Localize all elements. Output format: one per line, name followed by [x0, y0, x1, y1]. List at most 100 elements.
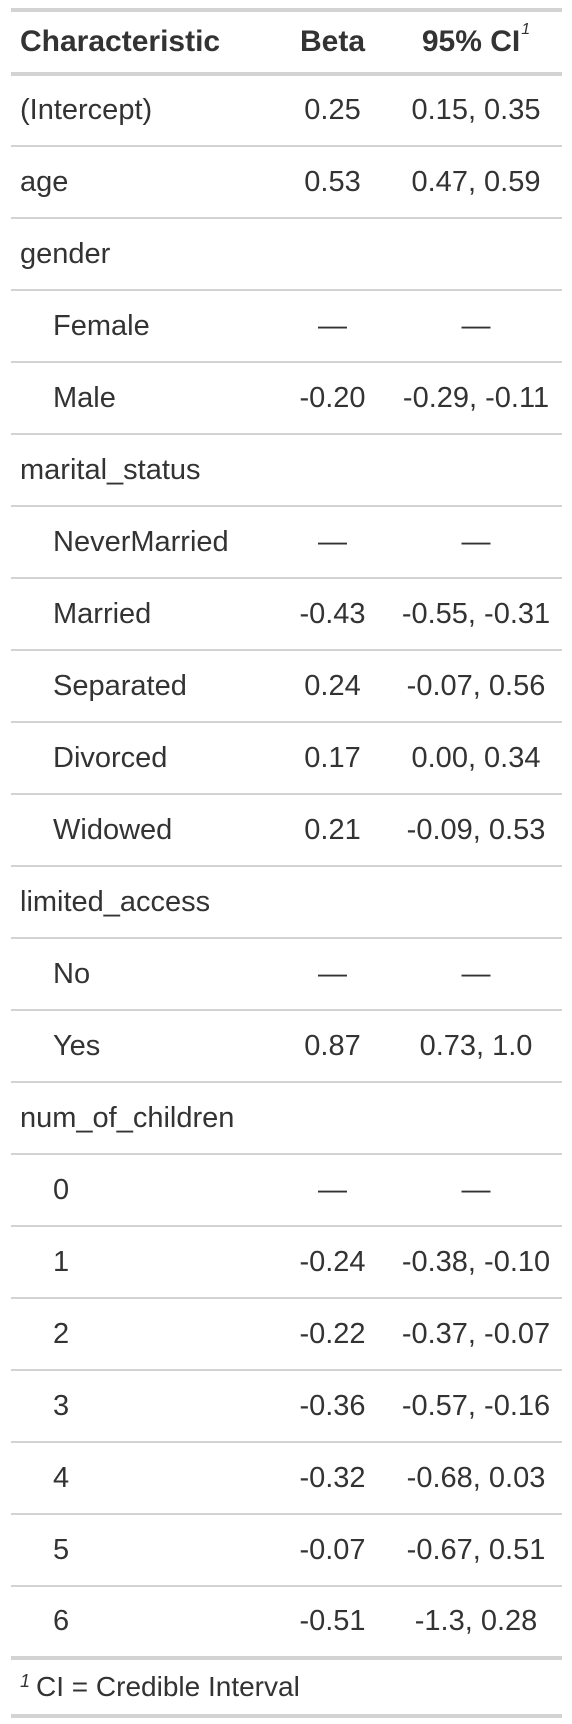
beta-value: -0.22	[299, 1317, 366, 1350]
ci-value: 0.00, 0.34	[411, 741, 541, 774]
level-label: 3	[53, 1389, 70, 1422]
level-label: Female	[53, 309, 150, 342]
level-label: Male	[53, 381, 116, 414]
header-characteristic-label: Characteristic	[20, 25, 221, 58]
header-ci-footnote-mark: 1	[521, 21, 531, 38]
header-beta: Beta	[275, 10, 390, 74]
level-label: Separated	[53, 669, 187, 702]
ci-value: -0.67, 0.51	[406, 1533, 546, 1566]
ci-value	[390, 434, 562, 506]
level-label: 2	[53, 1317, 70, 1350]
table-footnote: 1 CI = Credible Interval	[11, 1660, 562, 1718]
level-label: 4	[53, 1461, 70, 1494]
beta-value: 0.53	[304, 165, 361, 198]
level-label: 6	[53, 1605, 70, 1637]
beta-value: -0.20	[299, 381, 366, 414]
table-row: (Intercept) 0.25 0.15, 0.35	[11, 74, 562, 146]
footnote-mark: 1	[20, 1670, 31, 1691]
ci-value: 0.15, 0.35	[411, 94, 541, 126]
variable-label: marital_status	[20, 453, 201, 486]
level-label: No	[53, 957, 91, 990]
table-row: age 0.53 0.47, 0.59	[11, 146, 562, 218]
header-ci: 95% CI1	[390, 10, 562, 74]
variable-label: num_of_children	[20, 1101, 235, 1134]
beta-value: —	[318, 1173, 347, 1206]
ci-value: -0.68, 0.03	[406, 1461, 546, 1494]
level-label: Married	[53, 597, 152, 630]
table-row: Divorced 0.17 0.00, 0.34	[11, 722, 562, 794]
ci-value: -0.55, -0.31	[401, 597, 551, 630]
header-row: Characteristic Beta 95% CI1	[11, 10, 562, 74]
ci-value: -0.38, -0.10	[401, 1245, 551, 1278]
beta-value: 0.25	[304, 94, 361, 126]
table-row: gender	[11, 218, 562, 290]
table-row: Yes 0.87 0.73, 1.0	[11, 1010, 562, 1082]
beta-value: -0.07	[299, 1533, 366, 1566]
beta-value	[275, 434, 390, 506]
table-row: 4 -0.32 -0.68, 0.03	[11, 1442, 562, 1514]
ci-value: -0.57, -0.16	[401, 1389, 551, 1422]
ci-value: -0.09, 0.53	[406, 813, 546, 846]
level-label: Divorced	[53, 741, 168, 774]
table-row: 1 -0.24 -0.38, -0.10	[11, 1226, 562, 1298]
level-label: NeverMarried	[53, 525, 229, 558]
header-beta-label: Beta	[299, 25, 366, 58]
table-row: Widowed 0.21 -0.09, 0.53	[11, 794, 562, 866]
ci-value	[390, 218, 562, 290]
beta-value: 0.21	[304, 813, 361, 846]
beta-value	[275, 1082, 390, 1154]
table-row: NeverMarried — —	[11, 506, 562, 578]
level-label: 0	[53, 1173, 70, 1206]
table-row: num_of_children	[11, 1082, 562, 1154]
table-row: marital_status	[11, 434, 562, 506]
ci-value: —	[461, 957, 491, 990]
ci-value	[390, 1082, 562, 1154]
beta-value: 0.17	[304, 741, 361, 774]
level-label: 5	[53, 1533, 70, 1566]
table-row: 5 -0.07 -0.67, 0.51	[11, 1514, 562, 1586]
ci-value: -0.07, 0.56	[406, 669, 546, 702]
ci-value: —	[461, 525, 491, 558]
header-characteristic: Characteristic	[11, 10, 275, 74]
ci-value: -0.37, -0.07	[401, 1317, 551, 1350]
ci-value: —	[461, 309, 491, 342]
table-row: Female — —	[11, 290, 562, 362]
level-label: Yes	[53, 1029, 101, 1062]
variable-label: age	[20, 165, 69, 198]
beta-value: -0.32	[299, 1461, 366, 1494]
table-body: (Intercept) 0.25 0.15, 0.35 age 0.53 0.47, 0.…	[11, 74, 562, 1658]
beta-value: —	[318, 309, 347, 342]
beta-value: -0.43	[299, 597, 366, 630]
table-row: 3 -0.36 -0.57, -0.16	[11, 1370, 562, 1442]
ci-value: -1.3, 0.28	[414, 1605, 538, 1637]
ci-value: -0.29, -0.11	[402, 381, 550, 414]
beta-value: -0.36	[299, 1389, 366, 1422]
table-row: limited_access	[11, 866, 562, 938]
beta-value: -0.24	[299, 1245, 366, 1278]
level-label: 1	[53, 1245, 70, 1278]
beta-value: —	[318, 957, 347, 990]
header-ci-label: 95% CI	[421, 25, 521, 58]
footnote-text: CI = Credible Interval	[36, 1671, 300, 1702]
variable-label: limited_access	[20, 885, 211, 918]
ci-value: 0.47, 0.59	[411, 165, 541, 198]
beta-value: —	[318, 525, 347, 558]
beta-value: -0.51	[299, 1605, 366, 1637]
ci-value: 0.73, 1.0	[419, 1029, 533, 1062]
table-row: No — —	[11, 938, 562, 1010]
ci-value	[390, 866, 562, 938]
beta-value: 0.24	[304, 669, 361, 702]
table-row: Married -0.43 -0.55, -0.31	[11, 578, 562, 650]
beta-value	[275, 218, 390, 290]
variable-label: (Intercept)	[20, 94, 153, 126]
regression-table-container: Characteristic Beta 95% CI1 (Intercept) 0…	[11, 8, 562, 1718]
beta-value: 0.87	[304, 1029, 361, 1062]
table-row: 6 -0.51 -1.3, 0.28	[11, 1586, 562, 1658]
ci-value: —	[461, 1173, 491, 1206]
beta-value	[275, 866, 390, 938]
regression-table: Characteristic Beta 95% CI1 (Intercept) 0…	[11, 8, 562, 1660]
table-row: 2 -0.22 -0.37, -0.07	[11, 1298, 562, 1370]
table-row: Male -0.20 -0.29, -0.11	[11, 362, 562, 434]
variable-label: gender	[20, 237, 111, 270]
level-label: Widowed	[53, 813, 173, 846]
